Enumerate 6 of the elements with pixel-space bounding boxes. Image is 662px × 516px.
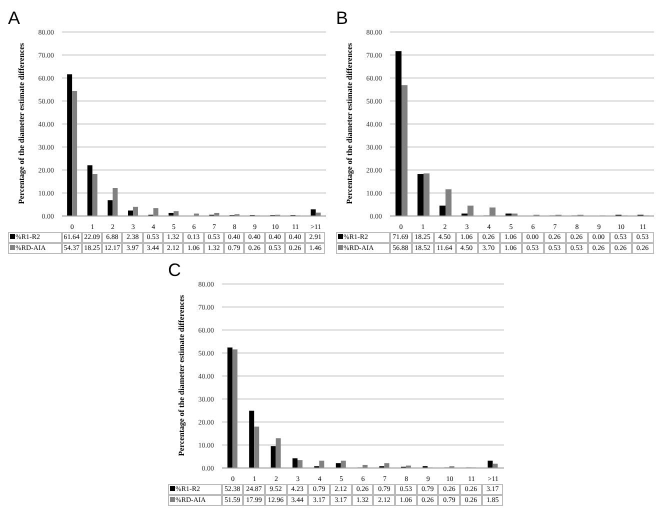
- chart-title: C: [168, 260, 182, 280]
- y-axis-title: Percentage of the diameter estimate differences: [176, 294, 186, 456]
- y-axis-title: Percentage of the diameter estimate differences: [344, 42, 354, 204]
- chart-title: A: [8, 8, 22, 28]
- chart-title: B: [336, 8, 350, 28]
- y-axis-title: Percentage of the diameter estimate differences: [16, 42, 26, 204]
